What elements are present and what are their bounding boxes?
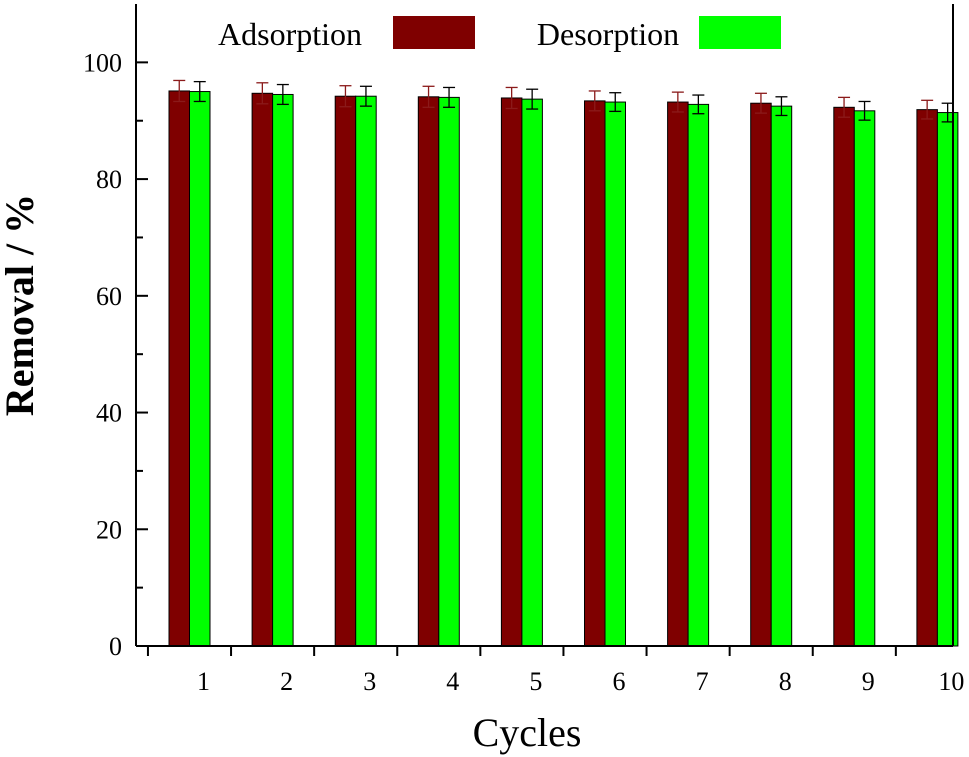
error-bar-adsorption-5 xyxy=(505,86,518,110)
bar-desorption-1 xyxy=(189,91,211,647)
error-bar-adsorption-6 xyxy=(588,90,601,112)
error-bar-desorption-10 xyxy=(941,102,954,123)
y-tick-label-100: 100 xyxy=(83,48,122,77)
x-tick-label-1: 1 xyxy=(197,667,210,696)
bar-adsorption-8 xyxy=(750,102,772,647)
bar-desorption-9 xyxy=(853,110,876,647)
bar-adsorption-2 xyxy=(251,92,274,647)
error-bar-adsorption-4 xyxy=(422,85,435,108)
legend-label-adsorption: Adsorption xyxy=(218,16,362,52)
bar-desorption-5 xyxy=(521,98,543,647)
bar-adsorption-6 xyxy=(584,100,606,647)
legend-swatch-adsorption xyxy=(393,16,475,49)
y-tick-label-60: 60 xyxy=(96,282,122,311)
legend: Adsorption Desorption xyxy=(218,16,781,52)
y-tick-label-20: 20 xyxy=(96,515,122,544)
x-axis-title: Cycles xyxy=(473,710,582,755)
x-tick-label-9: 9 xyxy=(862,667,875,696)
bar-desorption-7 xyxy=(687,103,710,647)
x-tick-label-10: 10 xyxy=(938,667,964,696)
axes-group: 0 20 40 60 80 100 1 2 3 4 5 6 7 8 9 10 xyxy=(83,4,964,696)
bar-adsorption-10 xyxy=(916,109,938,647)
error-bar-desorption-5 xyxy=(526,88,539,110)
bar-desorption-4 xyxy=(438,96,460,647)
error-bar-desorption-1 xyxy=(193,80,206,103)
error-bar-adsorption-2 xyxy=(256,82,269,105)
error-bar-desorption-4 xyxy=(443,86,456,108)
error-bar-adsorption-3 xyxy=(339,85,352,108)
x-tick-label-2: 2 xyxy=(280,667,293,696)
x-tick-label-8: 8 xyxy=(779,667,792,696)
bar-desorption-10 xyxy=(936,112,959,647)
bar-adsorption-7 xyxy=(667,101,689,647)
y-tick-label-0: 0 xyxy=(109,632,122,661)
bar-desorption-2 xyxy=(272,93,294,647)
error-bar-adsorption-7 xyxy=(671,91,684,113)
bar-adsorption-3 xyxy=(334,95,357,647)
y-tick-label-40: 40 xyxy=(96,399,122,428)
error-bar-desorption-6 xyxy=(609,92,622,113)
bar-adsorption-1 xyxy=(168,90,190,647)
error-bar-adsorption-1 xyxy=(173,79,186,103)
error-bar-adsorption-9 xyxy=(838,96,851,118)
x-tick-label-7: 7 xyxy=(696,667,709,696)
y-tick-label-80: 80 xyxy=(96,165,122,194)
bar-desorption-8 xyxy=(770,105,793,647)
error-bar-desorption-9 xyxy=(858,100,871,121)
y-axis-title: Removal / % xyxy=(0,194,42,416)
error-bar-adsorption-8 xyxy=(754,92,767,114)
legend-swatch-desorption xyxy=(699,16,781,49)
x-tick-label-3: 3 xyxy=(363,667,376,696)
bars-group xyxy=(168,90,959,647)
error-bar-desorption-8 xyxy=(775,96,788,117)
x-tick-label-4: 4 xyxy=(446,667,459,696)
bar-adsorption-4 xyxy=(417,96,440,647)
error-bar-desorption-3 xyxy=(359,85,372,107)
error-bar-desorption-2 xyxy=(276,83,289,106)
bar-adsorption-9 xyxy=(833,106,855,647)
legend-label-desorption: Desorption xyxy=(537,16,679,52)
x-tick-label-5: 5 xyxy=(529,667,542,696)
error-bar-adsorption-10 xyxy=(921,99,934,120)
error-bar-desorption-7 xyxy=(692,94,705,115)
error-bars-group xyxy=(173,79,954,123)
bar-desorption-3 xyxy=(355,95,377,647)
x-tick-label-6: 6 xyxy=(613,667,626,696)
bar-adsorption-5 xyxy=(500,97,523,647)
bar-desorption-6 xyxy=(604,101,626,647)
